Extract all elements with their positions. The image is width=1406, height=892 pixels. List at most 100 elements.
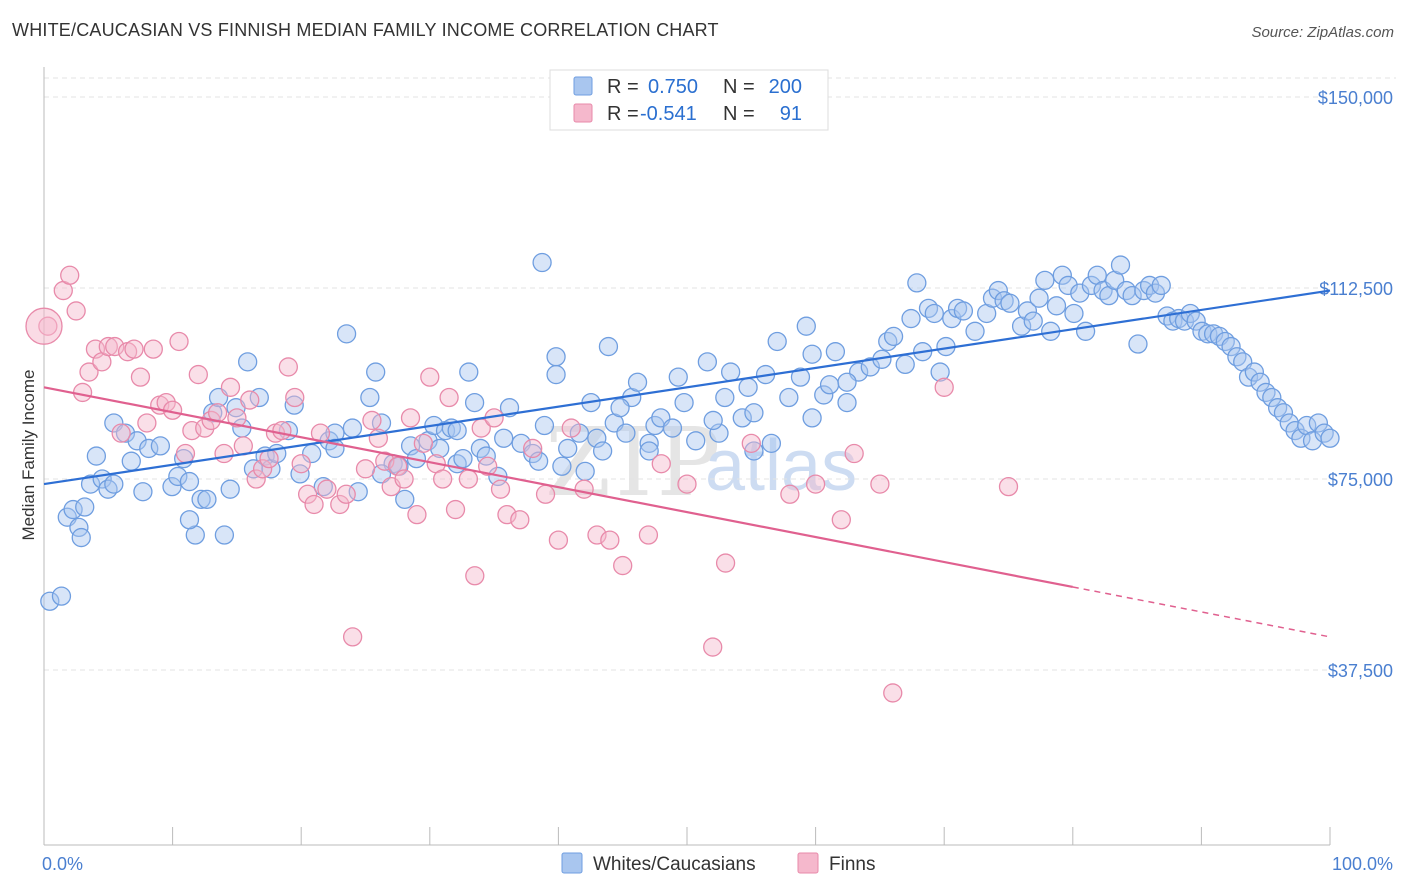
- point-whites: [1075, 321, 1096, 341]
- legend: R = 0.750 N = 200 R = -0.541 N = 91: [549, 69, 829, 131]
- point-finns: [780, 484, 800, 504]
- point-whites: [98, 479, 118, 499]
- point-whites: [1029, 288, 1049, 308]
- point-whites: [86, 446, 107, 466]
- legend-n-value-finns: 91: [780, 103, 802, 125]
- point-finns: [548, 530, 569, 550]
- point-whites: [878, 331, 898, 352]
- point-whites: [150, 436, 171, 456]
- point-whites: [494, 428, 514, 448]
- trend-line-finns: [43, 386, 1074, 589]
- y-tick-label: $112,500: [1319, 279, 1393, 299]
- point-finns: [934, 377, 954, 397]
- point-whites: [988, 280, 1008, 301]
- point-finns: [574, 479, 594, 499]
- point-whites: [1023, 311, 1043, 331]
- legend-n-value-whites: 200: [769, 76, 802, 98]
- point-whites: [162, 476, 182, 497]
- point-whites: [1244, 362, 1265, 382]
- bottom-legend-swatch-whites: [561, 852, 583, 874]
- point-whites: [627, 372, 648, 392]
- point-finns: [175, 443, 196, 464]
- point-finns: [304, 494, 324, 515]
- point-whites: [674, 392, 694, 413]
- point-whites: [738, 377, 758, 397]
- point-whites: [532, 252, 552, 273]
- legend-swatch-whites: [573, 76, 593, 96]
- point-whites: [1128, 334, 1148, 354]
- point-whites: [720, 362, 741, 382]
- point-whites: [1052, 265, 1072, 285]
- y-tick-label: $75,000: [1328, 470, 1393, 490]
- point-whites: [918, 298, 939, 319]
- point-whites: [697, 352, 718, 372]
- point-finns: [330, 494, 350, 515]
- point-finns: [143, 339, 163, 359]
- point-whites: [942, 308, 962, 329]
- x-tick-min: 0.0%: [42, 854, 83, 874]
- point-whites: [1250, 372, 1270, 392]
- point-whites: [179, 471, 200, 492]
- point-whites: [598, 336, 619, 357]
- point-whites: [639, 433, 659, 453]
- point-whites: [819, 375, 840, 395]
- point-finns: [600, 530, 620, 550]
- point-whites: [796, 316, 816, 336]
- trend-line-finns-dashed: [1072, 586, 1331, 638]
- point-finns: [831, 510, 851, 530]
- point-finns: [651, 454, 671, 474]
- point-finns: [98, 336, 118, 357]
- legend-swatch-finns: [573, 103, 593, 123]
- point-whites: [313, 476, 333, 497]
- point-finns: [478, 456, 498, 476]
- legend-r-label-finns: R =: [607, 103, 639, 125]
- point-whites: [342, 418, 363, 438]
- trend-lines: [43, 289, 1331, 638]
- point-finns: [137, 413, 157, 433]
- point-whites: [197, 489, 217, 510]
- point-whites: [825, 342, 846, 362]
- point-finns: [445, 499, 466, 520]
- point-finns: [285, 387, 305, 408]
- point-whites: [744, 403, 764, 423]
- point-whites: [1000, 293, 1020, 313]
- point-whites: [767, 331, 787, 352]
- point-finns: [220, 377, 241, 397]
- point-whites: [779, 387, 799, 408]
- x-tick-max: 100.0%: [1332, 854, 1393, 874]
- point-finns: [433, 469, 453, 489]
- point-finns: [638, 525, 659, 545]
- bottom-legend-label-finns: Finns: [829, 854, 875, 875]
- point-finns: [510, 510, 530, 530]
- point-whites: [115, 423, 136, 443]
- point-finns: [394, 469, 414, 489]
- point-whites: [907, 273, 927, 293]
- point-whites: [930, 362, 950, 382]
- point-whites: [1273, 403, 1294, 423]
- point-whites: [1262, 387, 1282, 408]
- point-finns: [400, 408, 421, 428]
- point-whites: [1081, 275, 1102, 296]
- point-whites: [802, 344, 822, 364]
- point-finns: [355, 459, 376, 479]
- point-whites: [686, 431, 706, 451]
- point-whites: [71, 527, 91, 548]
- point-whites: [191, 489, 211, 510]
- bottom-legend-swatch-finns: [797, 852, 819, 874]
- point-finns: [252, 459, 273, 479]
- point-whites: [447, 420, 467, 441]
- point-finns: [342, 627, 363, 647]
- point-finns: [703, 637, 723, 657]
- point-finns: [259, 448, 279, 469]
- point-whites: [814, 385, 834, 405]
- point-whites: [179, 510, 200, 530]
- point-whites: [1238, 367, 1259, 387]
- point-whites: [837, 372, 857, 392]
- point-whites: [965, 321, 985, 341]
- point-whites: [610, 398, 630, 418]
- legend-r-value-finns: -0.541: [640, 103, 697, 125]
- point-whites: [1308, 413, 1329, 433]
- point-finns: [66, 301, 86, 321]
- point-whites: [1215, 331, 1235, 352]
- y-tick-label: $150,000: [1318, 88, 1393, 108]
